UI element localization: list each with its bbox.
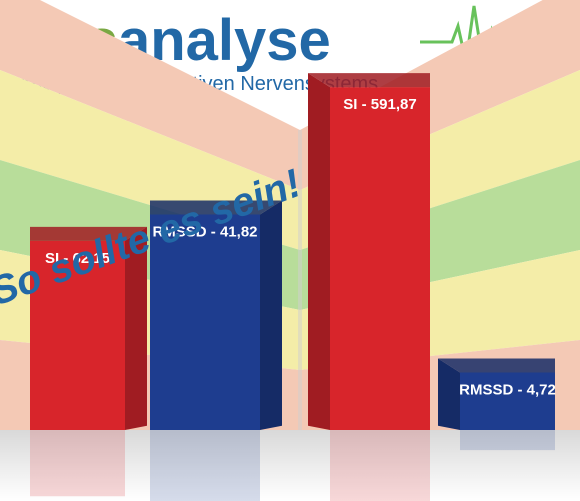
bar-reflection-SI — [330, 430, 430, 501]
bar-label-RMSSD: RMSSD - 4,72 — [459, 381, 556, 398]
bar-side-SI — [308, 73, 330, 430]
bar-front-SI — [330, 87, 430, 430]
bar-reflection-SI — [30, 430, 125, 496]
bar-side-RMSSD — [260, 201, 282, 430]
bar-reflection-RMSSD — [150, 430, 260, 501]
band-seam — [298, 130, 302, 430]
bar-reflection-RMSSD — [460, 430, 555, 450]
bar-label-SI: SI - 591,87 — [343, 96, 416, 113]
